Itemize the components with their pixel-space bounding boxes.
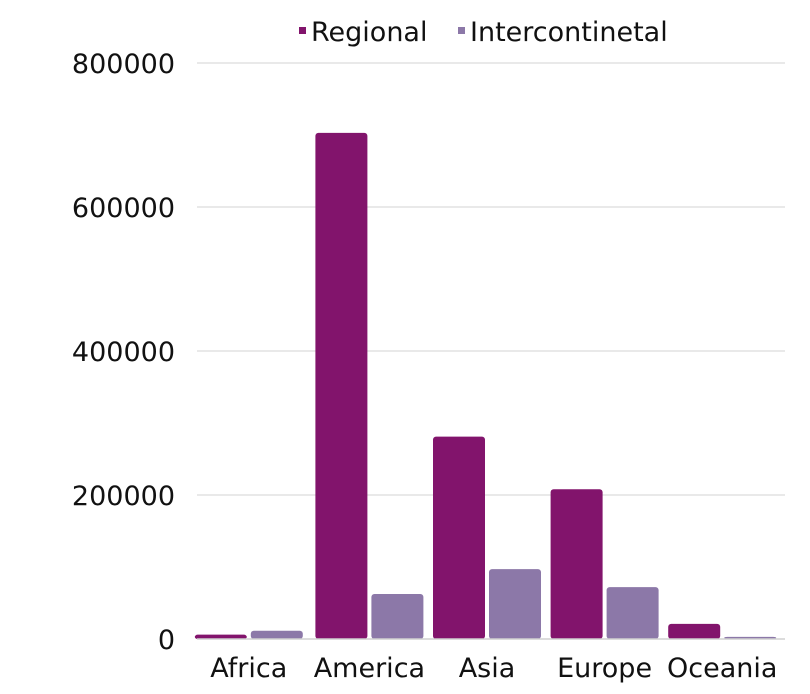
y-tick-label: 400000 <box>72 337 175 368</box>
bar-intercontinetal-africa <box>250 630 303 639</box>
legend-swatch-regional <box>299 27 306 34</box>
x-axis-ticks: Africa America Asia Europe Oceania <box>210 653 777 684</box>
bar-regional-asia <box>433 436 485 639</box>
x-tick-label: America <box>314 653 425 684</box>
y-tick-label: 200000 <box>72 481 175 512</box>
bars <box>194 132 777 639</box>
legend: Regional Intercontinetal <box>299 17 668 48</box>
bar-regional-africa <box>194 634 247 639</box>
legend-label-regional: Regional <box>311 17 427 48</box>
x-tick-label: Asia <box>459 653 516 684</box>
x-tick-label: Oceania <box>667 653 777 684</box>
bar-intercontinetal-asia <box>489 569 541 639</box>
bar-intercontinetal-america <box>371 594 424 639</box>
bar-intercontinetal-europe <box>606 587 659 639</box>
y-axis-ticks: 0 200000 400000 600000 800000 <box>72 49 175 656</box>
bar-regional-america <box>315 132 368 639</box>
bar-regional-europe <box>550 489 603 639</box>
y-tick-label: 800000 <box>72 49 175 80</box>
gridlines <box>197 62 785 496</box>
legend-swatch-intercontinetal <box>458 27 465 34</box>
y-tick-label: 0 <box>158 625 175 656</box>
bar-regional-oceania <box>668 623 721 639</box>
x-tick-label: Europe <box>557 653 652 684</box>
legend-label-intercontinetal: Intercontinetal <box>470 17 668 48</box>
x-tick-label: Africa <box>210 653 287 684</box>
y-tick-label: 600000 <box>72 193 175 224</box>
